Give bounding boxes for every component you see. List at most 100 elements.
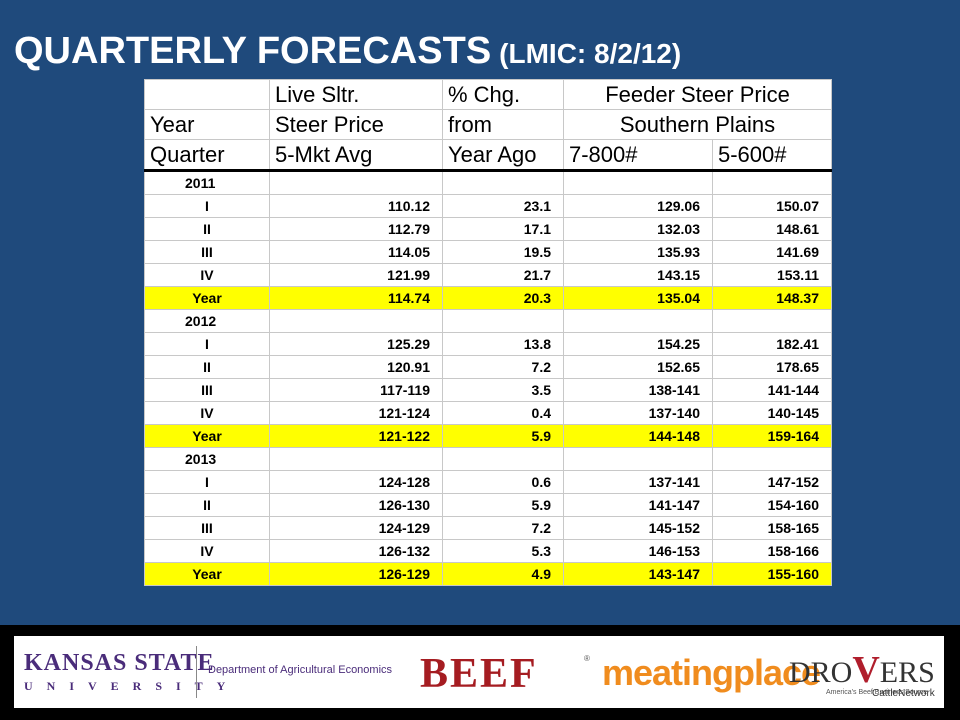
summary-cell: 4.9 bbox=[442, 562, 564, 586]
year-header-row: 2011 bbox=[144, 170, 833, 195]
quarter-label: II bbox=[144, 217, 270, 241]
table-row: II 126-130 5.9 141-147 154-160 bbox=[144, 493, 833, 517]
table-row: II 120.91 7.2 152.65 178.65 bbox=[144, 355, 833, 379]
table-cell: 132.03 bbox=[563, 217, 713, 241]
summary-label: Year bbox=[144, 562, 270, 586]
footer-logos: KANSAS STATE UNIVERSITY Department of Ag… bbox=[14, 636, 944, 708]
header-cell: 5-Mkt Avg bbox=[269, 139, 443, 172]
year-label: 2013 bbox=[144, 447, 270, 471]
header-cell: Year Ago bbox=[442, 139, 564, 172]
table-cell: 141.69 bbox=[711, 240, 833, 264]
table-cell bbox=[269, 447, 443, 471]
summary-label: Year bbox=[144, 286, 270, 310]
table-cell: 147-152 bbox=[711, 470, 833, 494]
drovers-v: V bbox=[852, 649, 880, 691]
table-cell: 5.9 bbox=[442, 493, 564, 517]
slide-title: QUARTERLY FORECASTS (LMIC: 8/2/12) bbox=[14, 30, 681, 73]
year-summary-row: Year 126-129 4.9 143-147 155-160 bbox=[144, 562, 833, 586]
table-cell: 154.25 bbox=[563, 332, 713, 356]
header-cell: Live Sltr. bbox=[269, 79, 443, 110]
department-name: Department of Agricultural Economics bbox=[208, 664, 393, 676]
table-cell: 114.05 bbox=[269, 240, 443, 264]
header-cell: Year bbox=[144, 109, 270, 140]
title-main: QUARTERLY FORECASTS bbox=[14, 30, 492, 72]
header-cell: 7-800# bbox=[563, 139, 713, 172]
table-cell bbox=[563, 447, 713, 471]
table-cell bbox=[711, 170, 833, 195]
table-cell: 13.8 bbox=[442, 332, 564, 356]
title-source: (LMIC: 8/2/12) bbox=[499, 38, 682, 69]
table-row: I 110.12 23.1 129.06 150.07 bbox=[144, 194, 833, 218]
table-cell: 117-119 bbox=[269, 378, 443, 402]
table-cell: 141-147 bbox=[563, 493, 713, 517]
table-cell: 154-160 bbox=[711, 493, 833, 517]
table-cell: 145-152 bbox=[563, 516, 713, 540]
header-cell: Steer Price bbox=[269, 109, 443, 140]
quarter-label: IV bbox=[144, 539, 270, 563]
header-cell: 5-600# bbox=[711, 139, 833, 172]
table-row: III 124-129 7.2 145-152 158-165 bbox=[144, 516, 833, 540]
forecast-table: Live Sltr. % Chg. Feeder Steer Price Yea… bbox=[144, 79, 833, 586]
quarter-label: III bbox=[144, 516, 270, 540]
table-cell: 17.1 bbox=[442, 217, 564, 241]
table-cell: 120.91 bbox=[269, 355, 443, 379]
table-row: I 124-128 0.6 137-141 147-152 bbox=[144, 470, 833, 494]
summary-cell: 159-164 bbox=[711, 424, 833, 448]
table-cell: 124-129 bbox=[269, 516, 443, 540]
table-cell bbox=[442, 309, 564, 333]
ksu-name: KANSAS STATE bbox=[24, 650, 215, 676]
meatingplace-logo: meatingplace bbox=[602, 652, 821, 693]
table-cell: 140-145 bbox=[711, 401, 833, 425]
table-cell: 121-124 bbox=[269, 401, 443, 425]
summary-cell: 135.04 bbox=[563, 286, 713, 310]
table-cell: 152.65 bbox=[563, 355, 713, 379]
summary-cell: 155-160 bbox=[711, 562, 833, 586]
table-cell bbox=[269, 309, 443, 333]
table-cell: 124-128 bbox=[269, 470, 443, 494]
table-cell: 137-140 bbox=[563, 401, 713, 425]
ksu-logo: KANSAS STATE UNIVERSITY bbox=[24, 650, 239, 694]
quarter-label: I bbox=[144, 470, 270, 494]
table-cell: 129.06 bbox=[563, 194, 713, 218]
year-summary-row: Year 121-122 5.9 144-148 159-164 bbox=[144, 424, 833, 448]
table-cell: 126-132 bbox=[269, 539, 443, 563]
logo-divider bbox=[196, 646, 197, 698]
footer-logo-bar: KANSAS STATE UNIVERSITY Department of Ag… bbox=[0, 625, 960, 720]
drovers-network: CattleNetwork bbox=[872, 688, 935, 699]
table-cell: 135.93 bbox=[563, 240, 713, 264]
table-row: I 125.29 13.8 154.25 182.41 bbox=[144, 332, 833, 356]
table-cell: 138-141 bbox=[563, 378, 713, 402]
table-cell: 137-141 bbox=[563, 470, 713, 494]
quarter-label: IV bbox=[144, 263, 270, 287]
table-row: IV 121.99 21.7 143.15 153.11 bbox=[144, 263, 833, 287]
table-cell: 141-144 bbox=[711, 378, 833, 402]
drovers-part-2: ERS bbox=[879, 656, 935, 689]
header-cell: from bbox=[442, 109, 564, 140]
table-cell bbox=[563, 309, 713, 333]
table-cell bbox=[711, 309, 833, 333]
table-cell: 146-153 bbox=[563, 539, 713, 563]
table-row: IV 121-124 0.4 137-140 140-145 bbox=[144, 401, 833, 425]
table-cell: 0.6 bbox=[442, 470, 564, 494]
summary-cell: 114.74 bbox=[269, 286, 443, 310]
table-cell: 153.11 bbox=[711, 263, 833, 287]
quarter-label: IV bbox=[144, 401, 270, 425]
table-cell bbox=[711, 447, 833, 471]
table-cell: 110.12 bbox=[269, 194, 443, 218]
table-cell: 158-165 bbox=[711, 516, 833, 540]
ksu-university: UNIVERSITY bbox=[24, 679, 240, 693]
table-cell bbox=[442, 447, 564, 471]
quarter-label: II bbox=[144, 493, 270, 517]
table-cell: 121.99 bbox=[269, 263, 443, 287]
year-summary-row: Year 114.74 20.3 135.04 148.37 bbox=[144, 286, 833, 310]
quarter-label: I bbox=[144, 194, 270, 218]
header-row-2: Year Steer Price from Southern Plains bbox=[144, 109, 833, 140]
quarter-label: I bbox=[144, 332, 270, 356]
header-cell: Feeder Steer Price bbox=[562, 79, 833, 110]
table-row: III 114.05 19.5 135.93 141.69 bbox=[144, 240, 833, 264]
table-cell: 150.07 bbox=[711, 194, 833, 218]
table-cell: 5.3 bbox=[442, 539, 564, 563]
quarter-label: II bbox=[144, 355, 270, 379]
header-cell: Quarter bbox=[144, 139, 270, 172]
table-cell: 158-166 bbox=[711, 539, 833, 563]
